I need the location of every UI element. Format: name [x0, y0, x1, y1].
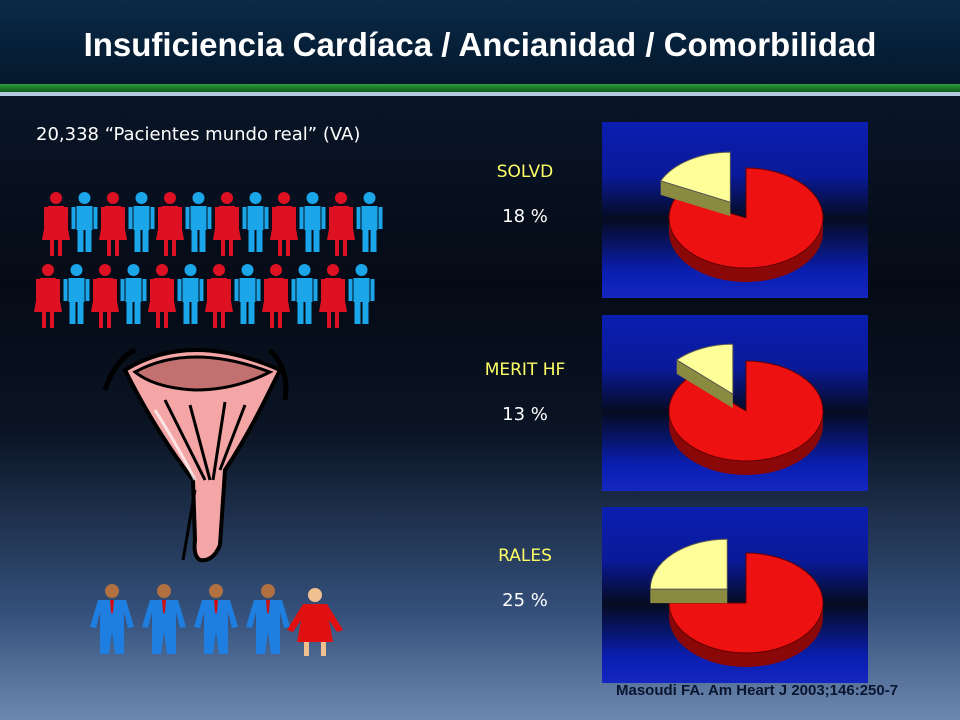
businessman-icon	[142, 584, 186, 654]
pie-slice-main	[668, 167, 824, 269]
female-person-icon	[156, 192, 184, 256]
trial-percent-merit-hf: 13 %	[502, 404, 548, 425]
female-person-icon	[42, 192, 70, 256]
pie-panel-solvd	[602, 122, 868, 298]
trial-name-merit-hf: MERIT HF	[484, 360, 566, 380]
male-person-icon	[120, 264, 147, 324]
pie-side	[669, 218, 823, 282]
trial-name-rales: RALES	[498, 546, 552, 566]
pie-slice-side	[650, 589, 728, 604]
male-person-icon	[63, 264, 90, 324]
pie-chart-rales	[649, 538, 824, 667]
male-person-icon	[356, 192, 383, 252]
male-person-icon	[242, 192, 269, 252]
pie-slice-main	[668, 360, 824, 462]
male-person-icon	[71, 192, 98, 252]
businessman-icon	[194, 584, 238, 654]
pie-slice-highlight	[649, 538, 728, 590]
patients-caption: 20,338 “Pacientes mundo real” (VA)	[36, 124, 361, 145]
male-person-icon	[128, 192, 155, 252]
male-person-icon	[299, 192, 326, 252]
pie-slice-highlight	[659, 151, 731, 203]
female-person-icon	[205, 264, 233, 328]
businessman-icon	[246, 584, 290, 654]
pie-side	[669, 603, 823, 667]
pie-chart-merit-hf	[668, 343, 824, 475]
patients-crowd	[34, 192, 383, 328]
pie-slice-highlight	[675, 343, 734, 396]
male-person-icon	[185, 192, 212, 252]
pie-panel-merit-hf	[602, 315, 868, 491]
female-person-icon	[262, 264, 290, 328]
female-person-icon	[327, 192, 355, 256]
slide-title: Insuficiencia Cardíaca / Ancianidad / Co…	[83, 26, 877, 63]
male-person-icon	[348, 264, 375, 324]
pie-panel-rales	[602, 507, 868, 683]
pie-slice-side	[660, 180, 731, 217]
businesswoman-icon	[287, 588, 343, 656]
pie-chart-solvd	[659, 151, 824, 282]
green-divider	[0, 84, 960, 92]
female-person-icon	[99, 192, 127, 256]
pie-side	[669, 411, 823, 475]
female-person-icon	[213, 192, 241, 256]
trial-percent-solvd: 18 %	[502, 206, 548, 227]
citation: Masoudi FA. Am Heart J 2003;146:250-7	[616, 682, 899, 699]
trial-percent-rales: 25 %	[502, 590, 548, 611]
title-bar	[0, 0, 960, 84]
trial-name-solvd: SOLVD	[496, 162, 554, 182]
male-person-icon	[234, 264, 261, 324]
funnel-icon	[102, 347, 289, 563]
male-person-icon	[177, 264, 204, 324]
businessman-icon	[90, 584, 134, 654]
pie-slice-side	[676, 359, 733, 409]
female-person-icon	[270, 192, 298, 256]
pie-slice-main	[668, 552, 824, 654]
male-person-icon	[291, 264, 318, 324]
female-person-icon	[319, 264, 347, 328]
female-person-icon	[91, 264, 119, 328]
female-person-icon	[148, 264, 176, 328]
female-person-icon	[34, 264, 62, 328]
light-divider	[0, 92, 960, 96]
selected-patients-group	[90, 584, 343, 656]
